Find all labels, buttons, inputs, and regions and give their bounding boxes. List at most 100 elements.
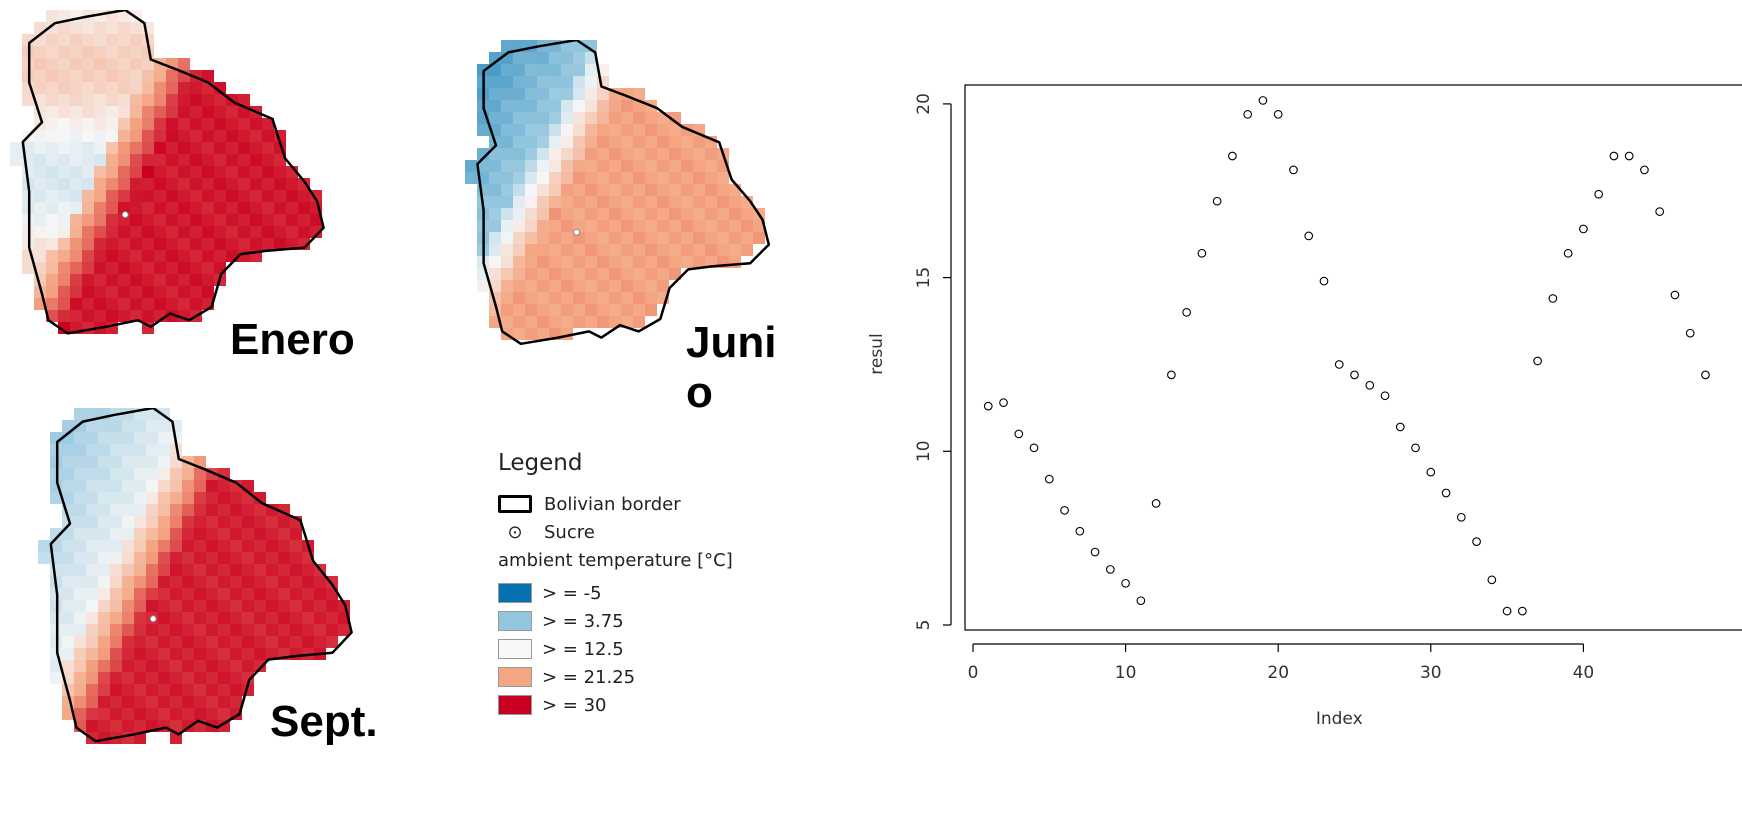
legend: Legend Bolivian border ⊙ Sucre ambient t… [498,450,758,719]
bolivian-border [49,408,353,743]
y-tick-label: 20 [914,93,934,115]
data-point [1380,391,1390,401]
data-point [1334,360,1344,369]
legend-class-swatch [498,583,532,603]
data-point [1228,151,1237,161]
legend-city-row: ⊙ Sucre [498,518,758,546]
legend-class-label: > = 12.5 [542,638,624,660]
data-point [1609,151,1619,161]
scatter-plot: 0 10 20 30 40 Index 5 10 15 20 resul [860,70,1742,755]
data-point [1136,596,1146,606]
legend-class-swatch [498,667,532,687]
map-junio-raster [465,40,771,346]
x-tick-label: 30 [1420,663,1442,683]
data-point [1212,196,1222,206]
data-point [999,398,1008,408]
legend-title: Legend [498,450,583,476]
border-line-icon [498,495,532,513]
data-point [1014,429,1024,439]
data-point [1533,356,1542,366]
data-point [1350,370,1359,380]
data-point [1121,578,1130,588]
x-tick-label: 0 [968,663,979,683]
data-point [1029,443,1039,453]
data-point [1044,474,1054,484]
scatter-plot-svg: 0 10 20 30 40 Index 5 10 15 20 resul [867,84,1742,729]
legend-city-label: Sucre [544,521,595,543]
data-point [1319,276,1329,286]
data-point [1365,380,1375,390]
data-point [1273,109,1283,119]
y-axis-label: resul [867,333,887,374]
x-tick-label: 10 [1115,663,1137,683]
plot-box [964,84,1742,631]
legend-class-swatch [498,639,532,659]
data-point [1441,488,1451,498]
legend-border-label: Bolivian border [544,493,681,515]
data-point [1411,443,1420,453]
y-tick-label: 15 [914,267,934,289]
legend-class-row: > = 21.25 [498,663,758,691]
data-point [1289,165,1298,175]
legend-class-label: > = 30 [542,694,607,716]
map-label-enero: Enero [230,315,355,364]
data-point [1151,499,1161,508]
legend-class-row: > = 12.5 [498,635,758,663]
y-tick-label: 10 [914,440,934,462]
data-point [1243,109,1253,119]
x-tick-label: 20 [1267,663,1289,683]
data-point [1182,307,1191,317]
data-point [1395,422,1405,432]
data-point [1472,537,1481,546]
legend-class-label: > = 21.25 [542,666,636,688]
legend-class-swatch [498,695,532,715]
sucre-marker [121,211,129,219]
legend-border-row: Bolivian border [498,490,758,518]
legend-classes: > = -5 > = 3.75 > = 12.5 > = 21.25 > = 3… [498,579,758,719]
data-point [1167,370,1176,380]
data-point [1090,547,1100,557]
data-point [1518,606,1527,616]
data-point [1105,565,1115,574]
sucre-marker [573,228,581,236]
data-point [1258,96,1268,105]
map-label-junio: Juni o [686,318,786,418]
data-point [1060,506,1069,515]
data-point [1624,151,1634,161]
map-enero [10,10,330,350]
legend-class-row: > = 30 [498,691,758,719]
data-point [1304,231,1314,241]
city-point-icon: ⊙ [507,521,523,543]
data-point [1426,467,1436,477]
map-label-sept: Sept. [270,697,378,746]
bolivian-border [476,40,771,346]
x-axis-label: Index [1316,709,1363,729]
data-point [1548,294,1558,303]
data-point [1640,165,1649,175]
data-point [1594,189,1604,199]
data-point [1487,575,1497,585]
x-tick-label: 40 [1573,663,1595,683]
legend-class-label: > = 3.75 [542,610,624,632]
legend-class-swatch [498,611,532,631]
legend-class-label: > = -5 [542,582,602,604]
bolivian-border [21,10,325,335]
map-junio [465,40,785,360]
legend-class-row: > = -5 [498,579,758,607]
map-sept-raster [38,408,353,744]
data-point [1502,606,1512,616]
data-point [1670,290,1680,300]
legend-scale-title: ambient temperature [°C] [498,550,733,571]
data-point [1685,328,1695,338]
data-point [1563,248,1573,258]
map-label-junio-line2: o [686,368,713,417]
map-sept [38,408,358,753]
data-point [983,401,993,411]
map-label-junio-line1: Juni [686,318,777,367]
data-point [1456,512,1466,522]
sucre-marker [149,615,157,623]
data-point [1579,224,1588,234]
data-point [1197,248,1207,258]
data-point [1075,526,1085,536]
map-enero-raster [10,10,325,335]
